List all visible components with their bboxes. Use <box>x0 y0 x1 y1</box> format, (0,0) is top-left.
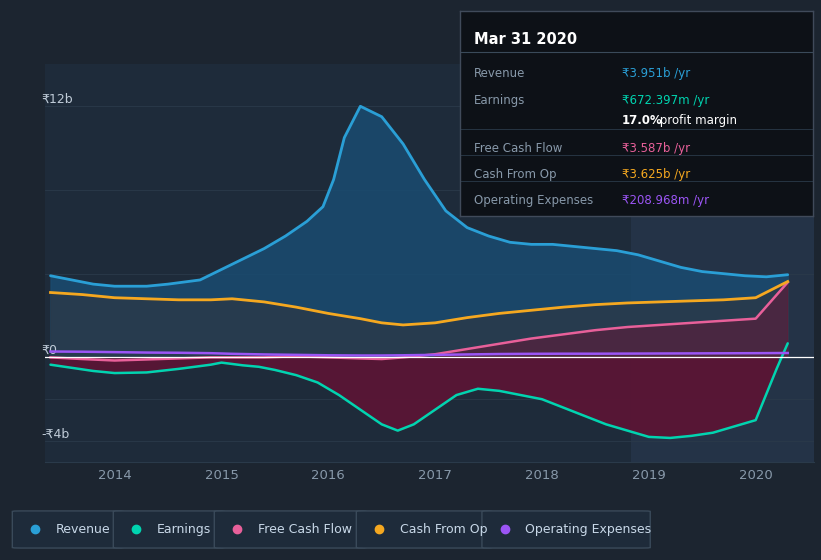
FancyBboxPatch shape <box>12 511 123 548</box>
FancyBboxPatch shape <box>113 511 224 548</box>
Text: Operating Expenses: Operating Expenses <box>525 523 652 536</box>
Text: -₹4b: -₹4b <box>41 428 70 441</box>
Text: Cash From Op: Cash From Op <box>474 168 557 181</box>
Bar <box>631 64 814 462</box>
Text: ₹3.625b /yr: ₹3.625b /yr <box>622 168 690 181</box>
Text: Mar 31 2020: Mar 31 2020 <box>474 32 577 46</box>
FancyBboxPatch shape <box>482 511 650 548</box>
Text: ₹0: ₹0 <box>41 344 57 357</box>
FancyBboxPatch shape <box>214 511 366 548</box>
Text: Revenue: Revenue <box>474 67 525 80</box>
Text: Free Cash Flow: Free Cash Flow <box>258 523 351 536</box>
Text: Cash From Op: Cash From Op <box>400 523 488 536</box>
Text: Earnings: Earnings <box>157 523 211 536</box>
Text: ₹3.951b /yr: ₹3.951b /yr <box>622 67 690 80</box>
Text: Free Cash Flow: Free Cash Flow <box>474 142 562 155</box>
Text: ₹208.968m /yr: ₹208.968m /yr <box>622 194 709 207</box>
Text: ₹12b: ₹12b <box>41 94 73 106</box>
Text: Revenue: Revenue <box>56 523 111 536</box>
Text: Operating Expenses: Operating Expenses <box>474 194 593 207</box>
Text: ₹672.397m /yr: ₹672.397m /yr <box>622 94 709 106</box>
FancyBboxPatch shape <box>356 511 492 548</box>
Text: profit margin: profit margin <box>656 114 736 127</box>
Text: ₹3.587b /yr: ₹3.587b /yr <box>622 142 690 155</box>
Text: Earnings: Earnings <box>474 94 525 106</box>
Text: 17.0%: 17.0% <box>622 114 663 127</box>
